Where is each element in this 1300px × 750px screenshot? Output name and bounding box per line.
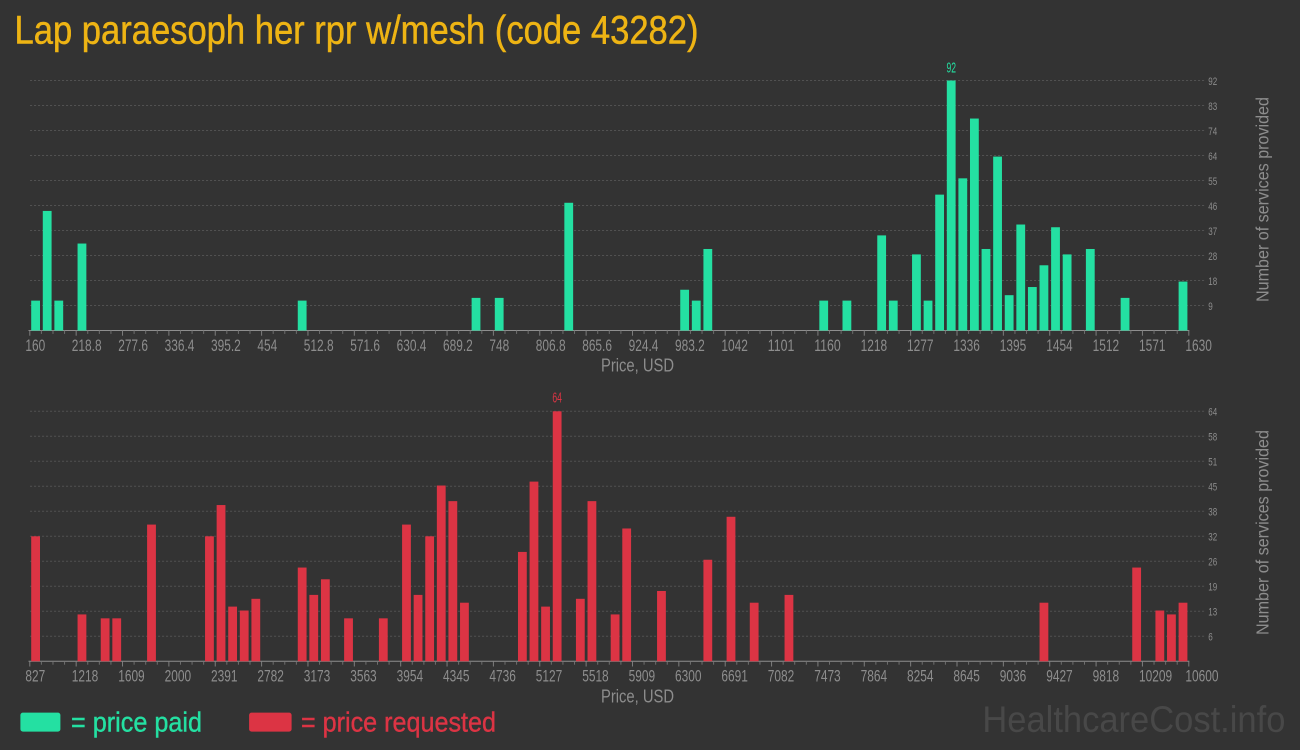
svg-text:9036: 9036 — [1000, 667, 1027, 686]
svg-text:37: 37 — [1208, 226, 1217, 238]
svg-text:924.4: 924.4 — [629, 336, 659, 355]
svg-text:= price paid: = price paid — [71, 707, 202, 738]
svg-text:6691: 6691 — [721, 667, 748, 686]
svg-text:6300: 6300 — [675, 667, 702, 686]
svg-text:9: 9 — [1208, 301, 1213, 313]
svg-text:395.2: 395.2 — [211, 336, 241, 355]
svg-text:64: 64 — [1208, 151, 1217, 163]
svg-text:83: 83 — [1208, 101, 1217, 113]
svg-text:9818: 9818 — [1093, 667, 1120, 686]
svg-text:58: 58 — [1208, 432, 1217, 444]
svg-text:Price, USD: Price, USD — [601, 686, 674, 706]
svg-text:983.2: 983.2 — [675, 336, 705, 355]
svg-text:28: 28 — [1208, 251, 1217, 263]
svg-text:10600: 10600 — [1185, 667, 1218, 686]
svg-text:45: 45 — [1208, 482, 1217, 494]
svg-text:18: 18 — [1208, 276, 1217, 288]
svg-text:2000: 2000 — [165, 667, 192, 686]
svg-text:689.2: 689.2 — [443, 336, 473, 355]
svg-text:Number of services provided: Number of services provided — [1253, 430, 1273, 635]
svg-text:9427: 9427 — [1046, 667, 1073, 686]
svg-text:5127: 5127 — [536, 667, 563, 686]
svg-text:454: 454 — [257, 336, 277, 355]
svg-text:26: 26 — [1208, 557, 1217, 569]
svg-text:= price requested: = price requested — [301, 707, 496, 738]
svg-text:630.4: 630.4 — [397, 336, 427, 355]
svg-text:7082: 7082 — [768, 667, 795, 686]
svg-text:865.6: 865.6 — [582, 336, 612, 355]
svg-text:3954: 3954 — [397, 667, 424, 686]
svg-text:1395: 1395 — [1000, 336, 1027, 355]
svg-text:1571: 1571 — [1139, 336, 1166, 355]
svg-text:10209: 10209 — [1139, 667, 1172, 686]
svg-text:7473: 7473 — [814, 667, 841, 686]
svg-text:1218: 1218 — [861, 336, 888, 355]
svg-text:1160: 1160 — [814, 336, 841, 355]
svg-text:4345: 4345 — [443, 667, 470, 686]
svg-text:92: 92 — [1208, 76, 1217, 88]
svg-text:74: 74 — [1208, 126, 1217, 138]
svg-text:4736: 4736 — [489, 667, 516, 686]
svg-text:Lap paraesoph her rpr w/mesh (: Lap paraesoph her rpr w/mesh (code 43282… — [15, 9, 699, 53]
svg-text:2391: 2391 — [211, 667, 238, 686]
svg-text:Price, USD: Price, USD — [601, 356, 674, 376]
svg-text:92: 92 — [946, 61, 956, 77]
svg-text:8645: 8645 — [953, 667, 980, 686]
svg-text:3563: 3563 — [350, 667, 377, 686]
svg-text:55: 55 — [1208, 176, 1217, 188]
svg-text:3173: 3173 — [304, 667, 331, 686]
svg-text:1630: 1630 — [1185, 336, 1212, 355]
svg-text:13: 13 — [1208, 607, 1217, 619]
svg-text:1454: 1454 — [1046, 336, 1073, 355]
svg-text:38: 38 — [1208, 507, 1217, 519]
svg-text:2782: 2782 — [257, 667, 284, 686]
svg-text:HealthcareCost.info: HealthcareCost.info — [982, 698, 1285, 740]
svg-text:1277: 1277 — [907, 336, 934, 355]
svg-text:571.6: 571.6 — [350, 336, 380, 355]
svg-text:160: 160 — [25, 336, 45, 355]
svg-text:1101: 1101 — [768, 336, 795, 355]
svg-text:46: 46 — [1208, 201, 1217, 213]
svg-text:748: 748 — [489, 336, 509, 355]
svg-text:1336: 1336 — [953, 336, 980, 355]
svg-text:51: 51 — [1208, 457, 1217, 469]
svg-text:1042: 1042 — [721, 336, 748, 355]
svg-text:512.8: 512.8 — [304, 336, 334, 355]
svg-text:6: 6 — [1208, 632, 1213, 644]
svg-text:5518: 5518 — [582, 667, 609, 686]
svg-text:32: 32 — [1208, 532, 1217, 544]
svg-text:19: 19 — [1208, 582, 1217, 594]
svg-text:827: 827 — [25, 667, 45, 686]
svg-text:5909: 5909 — [629, 667, 656, 686]
svg-text:277.6: 277.6 — [118, 336, 148, 355]
svg-text:1218: 1218 — [72, 667, 99, 686]
svg-text:64: 64 — [1208, 407, 1217, 419]
svg-text:1512: 1512 — [1093, 336, 1120, 355]
svg-text:1609: 1609 — [118, 667, 145, 686]
svg-text:336.4: 336.4 — [165, 336, 195, 355]
svg-text:64: 64 — [552, 391, 562, 407]
svg-text:806.8: 806.8 — [536, 336, 566, 355]
svg-text:218.8: 218.8 — [72, 336, 102, 355]
svg-text:7864: 7864 — [861, 667, 888, 686]
svg-text:8254: 8254 — [907, 667, 934, 686]
svg-text:Number of services provided: Number of services provided — [1253, 97, 1273, 302]
